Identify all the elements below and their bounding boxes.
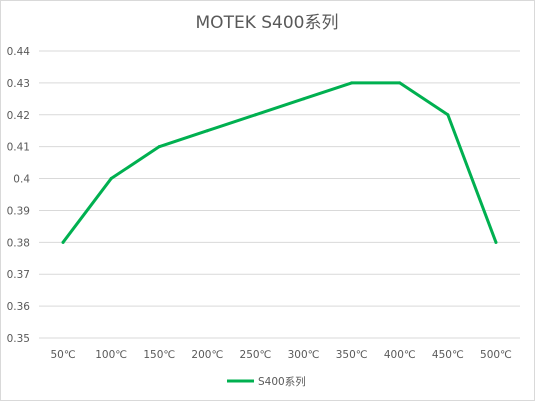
data-point-0-8 bbox=[446, 113, 450, 117]
chart-title: MOTEK S400系列 bbox=[196, 13, 339, 33]
legend-label-s400: S400系列 bbox=[258, 375, 306, 388]
x-tick-label-2: 150℃ bbox=[143, 349, 175, 361]
x-tick-label-6: 350℃ bbox=[336, 349, 368, 361]
x-tick-label-5: 300℃ bbox=[288, 349, 320, 361]
data-point-0-5 bbox=[302, 97, 306, 101]
x-tick-label-9: 500℃ bbox=[480, 349, 512, 361]
series-line-0 bbox=[61, 81, 498, 244]
y-tick-label-3: 0.38 bbox=[7, 237, 30, 249]
x-tick-label-8: 450℃ bbox=[432, 349, 464, 361]
y-axis-tick-labels: 0.35 0.36 0.37 0.38 0.39 0.4 0.41 0.42 0.43 0.44 bbox=[7, 46, 31, 345]
y-tick-label-1: 0.36 bbox=[7, 301, 31, 313]
x-tick-label-3: 200℃ bbox=[191, 349, 223, 361]
x-axis-tick-labels: 50℃ 100℃ 150℃ 200℃ 250℃ 300℃ 350℃ 400℃ 450℃ 500℃ bbox=[50, 349, 511, 361]
y-tick-label-2: 0.37 bbox=[7, 269, 30, 281]
data-point-0-4 bbox=[253, 113, 257, 117]
y-tick-label-8: 0.43 bbox=[7, 78, 30, 90]
y-tick-label-5: 0.4 bbox=[13, 174, 30, 186]
y-tick-label-9: 0.44 bbox=[7, 46, 31, 58]
y-tick-label-6: 0.41 bbox=[7, 142, 30, 154]
data-point-0-2 bbox=[157, 145, 161, 149]
gridlines bbox=[39, 50, 520, 339]
data-point-0-3 bbox=[205, 129, 209, 133]
data-point-0-9 bbox=[494, 240, 498, 244]
y-tick-label-7: 0.42 bbox=[7, 110, 30, 122]
data-point-0-0 bbox=[61, 240, 65, 244]
data-point-0-6 bbox=[350, 81, 354, 85]
legend: S400系列 bbox=[227, 375, 306, 388]
x-tick-label-0: 50℃ bbox=[50, 349, 75, 361]
y-tick-label-4: 0.39 bbox=[7, 205, 30, 217]
x-tick-label-4: 250℃ bbox=[240, 349, 272, 361]
series-lines bbox=[61, 81, 498, 244]
data-point-0-7 bbox=[398, 81, 402, 85]
x-tick-label-7: 400℃ bbox=[384, 349, 416, 361]
y-tick-label-0: 0.35 bbox=[7, 333, 30, 345]
x-tick-label-1: 100℃ bbox=[95, 349, 127, 361]
data-point-0-1 bbox=[109, 177, 113, 181]
